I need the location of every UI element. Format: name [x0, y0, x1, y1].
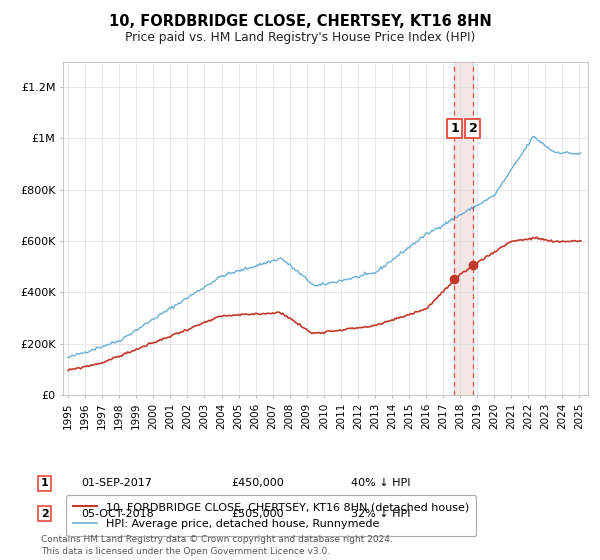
Text: Price paid vs. HM Land Registry's House Price Index (HPI): Price paid vs. HM Land Registry's House … — [125, 31, 475, 44]
Text: 2: 2 — [469, 122, 478, 135]
Text: Contains HM Land Registry data © Crown copyright and database right 2024.
This d: Contains HM Land Registry data © Crown c… — [41, 535, 392, 556]
Text: 05-OCT-2018: 05-OCT-2018 — [81, 508, 154, 519]
Text: £450,000: £450,000 — [231, 478, 284, 488]
Text: 40% ↓ HPI: 40% ↓ HPI — [351, 478, 410, 488]
Legend: 10, FORDBRIDGE CLOSE, CHERTSEY, KT16 8HN (detached house), HPI: Average price, d: 10, FORDBRIDGE CLOSE, CHERTSEY, KT16 8HN… — [66, 495, 476, 536]
Text: £505,000: £505,000 — [231, 508, 284, 519]
Text: 2: 2 — [41, 508, 49, 519]
Text: 10, FORDBRIDGE CLOSE, CHERTSEY, KT16 8HN: 10, FORDBRIDGE CLOSE, CHERTSEY, KT16 8HN — [109, 14, 491, 29]
Text: 1: 1 — [450, 122, 459, 135]
Bar — [454, 62, 473, 395]
Text: 01-SEP-2017: 01-SEP-2017 — [81, 478, 152, 488]
Text: 32% ↓ HPI: 32% ↓ HPI — [351, 508, 410, 519]
Text: 1: 1 — [41, 478, 49, 488]
